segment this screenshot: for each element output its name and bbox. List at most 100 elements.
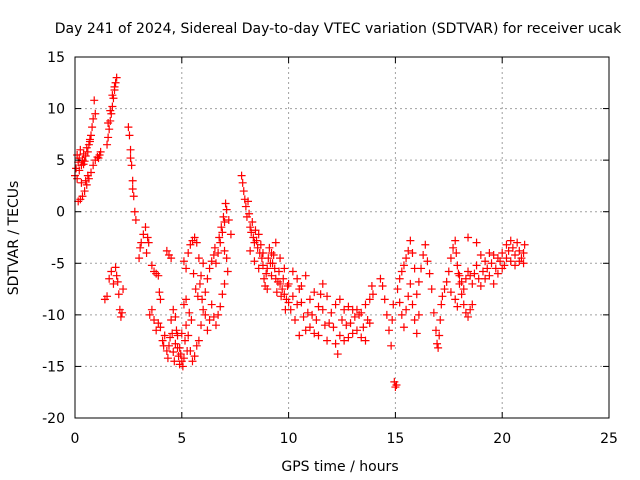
data-point <box>107 267 116 276</box>
data-point <box>182 295 191 304</box>
data-point <box>293 300 302 309</box>
data-point <box>464 267 473 276</box>
data-point <box>258 248 267 257</box>
data-point <box>77 178 86 187</box>
data-point <box>333 350 342 359</box>
data-point <box>129 192 138 201</box>
data-point <box>301 271 310 280</box>
data-point <box>172 326 181 335</box>
data-point <box>272 288 281 297</box>
data-point <box>194 336 203 345</box>
data-point <box>446 254 455 263</box>
data-point <box>197 271 206 280</box>
data-point <box>297 298 306 307</box>
x-axis-label: GPS time / hours <box>281 459 398 475</box>
data-point <box>85 137 94 146</box>
data-point <box>391 383 400 392</box>
y-tick-label: -20 <box>42 411 65 427</box>
data-point <box>451 236 460 245</box>
data-point <box>201 310 210 319</box>
data-point <box>216 302 225 311</box>
data-point <box>215 233 224 242</box>
data-point <box>189 269 198 278</box>
data-point <box>222 205 231 214</box>
data-point <box>303 308 312 317</box>
y-tick-label: -15 <box>42 359 65 375</box>
data-point <box>152 326 161 335</box>
data-point <box>511 261 520 270</box>
data-point <box>76 145 85 154</box>
axis-ticks: 0 5 10 15 20 25 -20 -15 -10 -5 0 5 10 15 <box>42 50 618 447</box>
data-point <box>262 269 271 278</box>
data-point <box>348 329 357 338</box>
data-point <box>414 310 423 319</box>
data-point <box>221 199 230 208</box>
data-point <box>476 251 485 260</box>
data-point <box>160 331 169 340</box>
data-point <box>502 240 511 249</box>
data-point <box>184 331 193 340</box>
data-point <box>209 312 218 321</box>
y-tick-label: -10 <box>42 308 65 324</box>
data-point <box>142 248 151 257</box>
y-tick-label: -5 <box>51 256 65 272</box>
y-tick-label: 0 <box>56 205 65 221</box>
data-point <box>310 329 319 338</box>
data-point <box>389 300 398 309</box>
data-point <box>91 109 100 118</box>
data-point <box>442 277 451 286</box>
data-point <box>222 254 231 263</box>
data-point <box>506 236 515 245</box>
data-point <box>83 171 92 180</box>
data-point <box>220 246 229 255</box>
data-point <box>126 145 135 154</box>
data-point <box>226 230 235 239</box>
data-point <box>89 114 98 123</box>
data-point <box>454 269 463 278</box>
data-point <box>166 333 175 342</box>
data-point <box>248 218 257 227</box>
data-point <box>108 91 117 100</box>
data-point <box>214 310 223 319</box>
chart-title: Day 241 of 2024, Sidereal Day-to-day VTE… <box>55 21 622 37</box>
data-point <box>197 321 206 330</box>
data-point <box>260 274 269 283</box>
data-point <box>308 310 317 319</box>
data-point <box>81 152 90 161</box>
data-point <box>515 246 524 255</box>
data-point <box>444 267 453 276</box>
data-point <box>346 319 355 328</box>
data-point <box>267 271 276 280</box>
data-point <box>498 264 507 273</box>
data-point <box>247 228 256 237</box>
data-point <box>515 257 524 266</box>
data-point <box>395 298 404 307</box>
data-point <box>404 246 413 255</box>
data-point <box>431 326 440 335</box>
x-tick-label: 10 <box>280 431 298 447</box>
data-point <box>195 279 204 288</box>
data-point <box>513 238 522 247</box>
data-point <box>318 305 327 314</box>
data-point <box>78 192 87 201</box>
data-point <box>168 329 177 338</box>
y-axis-label: SDTVAR / TECUs <box>6 181 22 296</box>
data-point <box>342 321 351 330</box>
data-point <box>520 240 529 249</box>
data-point <box>452 248 461 257</box>
data-point <box>344 333 353 342</box>
data-point <box>412 329 421 338</box>
data-point <box>406 279 415 288</box>
data-point <box>116 312 125 321</box>
data-point <box>283 281 292 290</box>
data-point <box>382 310 391 319</box>
data-point <box>218 228 227 237</box>
data-point <box>145 310 154 319</box>
data-point <box>299 312 308 321</box>
data-point <box>112 271 121 280</box>
data-point <box>135 254 144 263</box>
data-point <box>468 279 477 288</box>
data-point <box>270 264 279 273</box>
data-point <box>209 251 218 260</box>
